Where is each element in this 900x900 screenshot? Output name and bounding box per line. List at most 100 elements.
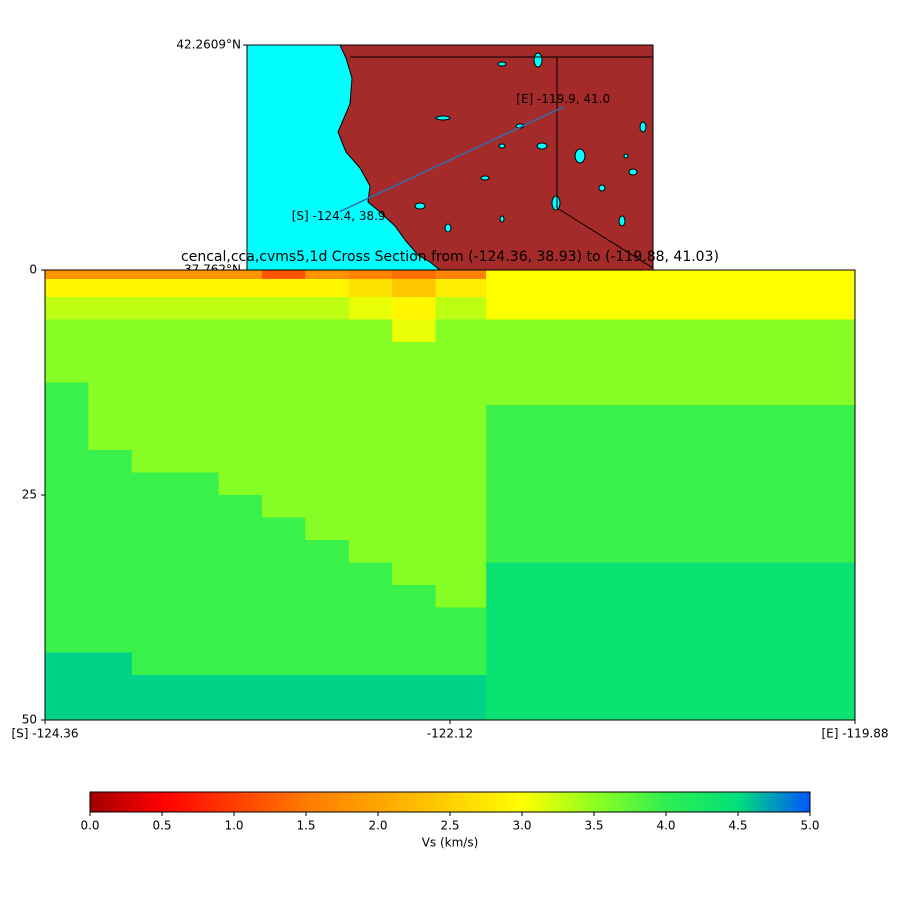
cell	[392, 342, 437, 361]
cell	[348, 517, 393, 541]
cell	[486, 675, 856, 698]
cell	[131, 342, 176, 361]
cell	[218, 472, 263, 496]
cell	[88, 495, 133, 518]
colorbar-tick-label: 3.5	[584, 819, 603, 833]
cell	[45, 562, 89, 586]
cell	[88, 697, 133, 721]
cell	[88, 517, 133, 541]
x-tick-label: [E] -119.88	[821, 727, 888, 741]
cell	[175, 342, 220, 361]
cell	[435, 472, 487, 496]
cell	[218, 427, 263, 451]
colorbar-tick-label: 4.5	[728, 819, 747, 833]
cell	[88, 319, 133, 343]
cell	[305, 297, 350, 320]
colorbar-tick-label: 0.5	[152, 819, 171, 833]
cell	[45, 585, 89, 608]
cell	[218, 607, 263, 631]
cell	[45, 697, 89, 721]
cell	[45, 540, 89, 563]
cell	[175, 382, 220, 406]
cell	[175, 675, 220, 698]
cell	[88, 450, 133, 473]
cell	[175, 607, 220, 631]
cell	[348, 607, 393, 631]
cell	[218, 319, 263, 343]
cell	[175, 405, 220, 428]
cell	[261, 652, 306, 676]
cell	[305, 675, 350, 698]
cell	[175, 270, 220, 280]
colorbar-tick-label: 0.0	[80, 819, 99, 833]
cell	[261, 562, 306, 586]
cell	[392, 630, 437, 653]
cell	[348, 382, 393, 406]
cell	[305, 279, 350, 298]
cell	[305, 472, 350, 496]
cell	[261, 342, 306, 361]
cell	[435, 382, 487, 406]
cell	[261, 360, 306, 383]
cell	[218, 450, 263, 473]
cell	[88, 297, 133, 320]
cell	[261, 270, 306, 280]
cell	[392, 472, 437, 496]
cell	[261, 585, 306, 608]
colorbar-tick-label: 1.5	[296, 819, 315, 833]
cell	[131, 630, 176, 653]
annotation: [E] -119.9, 41.0	[516, 92, 610, 106]
cell	[88, 360, 133, 383]
cell	[175, 697, 220, 721]
cell	[261, 450, 306, 473]
cell	[305, 517, 350, 541]
colorbar-tick-label: 5.0	[800, 819, 819, 833]
cell	[261, 607, 306, 631]
cell	[392, 495, 437, 518]
cell	[261, 319, 306, 343]
cell	[348, 450, 393, 473]
cell	[305, 360, 350, 383]
cell	[218, 652, 263, 676]
cell	[486, 279, 856, 298]
cell	[305, 540, 350, 563]
cell	[131, 427, 176, 451]
cell	[392, 697, 437, 721]
cell	[88, 562, 133, 586]
cell	[435, 427, 487, 451]
cell	[348, 675, 393, 698]
cell	[131, 562, 176, 586]
cell	[435, 450, 487, 473]
cell	[486, 630, 856, 653]
cell	[348, 342, 393, 361]
cell	[261, 427, 306, 451]
x-tick-label: [S] -124.36	[11, 727, 78, 741]
cell	[131, 382, 176, 406]
cell	[486, 270, 856, 280]
cell	[348, 405, 393, 428]
cell	[175, 495, 220, 518]
cell	[486, 495, 856, 518]
cell	[175, 319, 220, 343]
cell	[88, 472, 133, 496]
cell	[392, 652, 437, 676]
cell	[486, 652, 856, 676]
x-tick-label: -122.12	[427, 727, 473, 741]
cell	[218, 540, 263, 563]
cell	[175, 427, 220, 451]
cell	[45, 652, 89, 676]
cell	[305, 562, 350, 586]
cell	[45, 630, 89, 653]
cell	[88, 675, 133, 698]
cell	[486, 427, 856, 451]
cell	[218, 360, 263, 383]
cell	[175, 630, 220, 653]
cell	[88, 342, 133, 361]
cell	[348, 540, 393, 563]
cell	[45, 450, 89, 473]
cell	[486, 319, 856, 343]
cell	[131, 585, 176, 608]
cell	[392, 405, 437, 428]
cell	[392, 585, 437, 608]
